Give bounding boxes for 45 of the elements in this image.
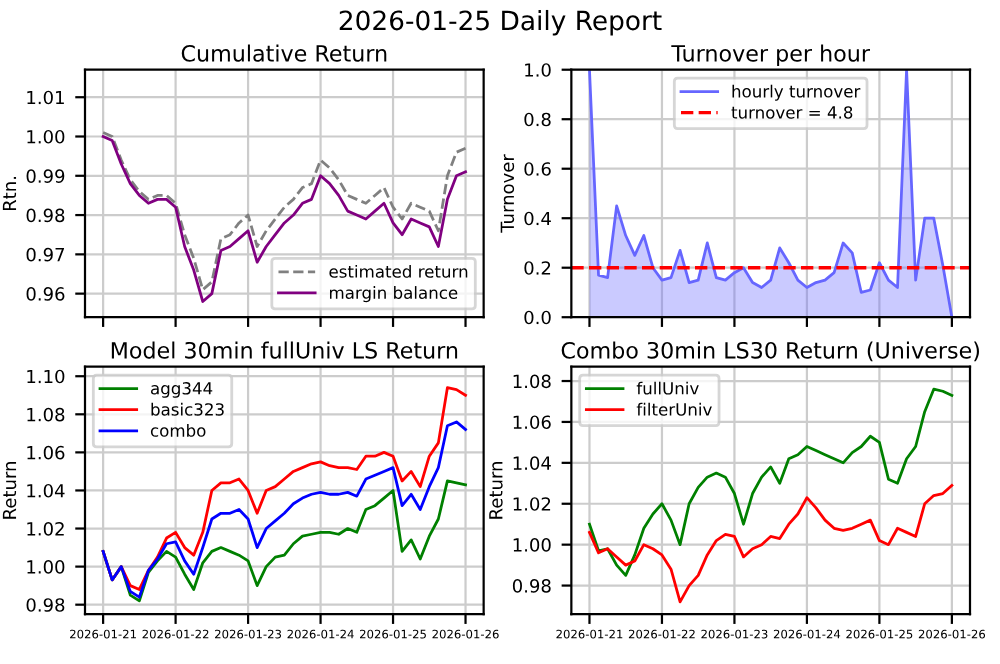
legend-label: combo <box>150 423 206 437</box>
y-tick-label: 0.97 <box>26 247 65 262</box>
y-tick-label: 1.04 <box>513 456 551 470</box>
y-tick-label: 0.6 <box>524 162 551 176</box>
legend-label: filterUniv <box>636 402 712 416</box>
chart-title: Model 30min fullUniv LS Return <box>111 341 458 359</box>
chart-title: Cumulative Return <box>181 44 387 62</box>
y-axis-title: Return <box>2 462 17 519</box>
chart-title: Combo 30min LS30 Return (Universe) <box>561 341 979 362</box>
y-tick-label: 0.4 <box>524 211 551 226</box>
y-tick-label: 0.8 <box>524 112 551 127</box>
chart-title: Turnover per hour <box>671 44 870 67</box>
legend-label: margin balance <box>329 286 458 303</box>
y-tick-label: 0.0 <box>524 310 551 325</box>
y-tick-label: 1.0 <box>525 63 551 77</box>
legend-label: basic323 <box>151 402 224 416</box>
y-tick-label: 1.00 <box>27 560 65 574</box>
y-tick-label: 1.02 <box>513 497 551 511</box>
y-tick-label: 1.00 <box>513 538 551 552</box>
y-axis-title: Rtn. <box>2 177 17 211</box>
y-tick-label: 0.98 <box>512 579 551 593</box>
y-tick-label: 1.06 <box>27 445 65 460</box>
y-tick-label: 1.10 <box>27 369 65 384</box>
y-tick-label: 1.00 <box>27 129 65 144</box>
y-tick-label: 0.2 <box>524 261 551 275</box>
y-tick-label: 1.04 <box>27 483 65 498</box>
legend-label: hourly turnover <box>732 84 861 101</box>
y-tick-label: 1.08 <box>513 374 551 389</box>
annotation: turnover = 4.8 <box>731 106 853 119</box>
text: 2026-01-25 Daily Report <box>339 9 662 36</box>
y-tick-label: 1.08 <box>27 407 65 422</box>
y-tick-label: 1.01 <box>27 90 64 105</box>
line-series <box>101 420 467 599</box>
y-axis-title: Turnover <box>500 154 515 233</box>
y-tick-label: 1.06 <box>513 415 551 430</box>
y-tick-label: 0.98 <box>26 598 65 612</box>
y-tick-label: 1.02 <box>27 521 64 536</box>
legend-label: fullUniv <box>636 381 699 395</box>
y-tick-label: 0.99 <box>26 169 65 183</box>
legend-label: agg344 <box>151 382 213 398</box>
y-tick-label: 0.98 <box>26 208 65 223</box>
y-tick-label: 0.96 <box>26 287 65 301</box>
line-series <box>588 483 954 604</box>
y-axis-title: Return <box>489 462 503 519</box>
legend-label: estimated return <box>329 264 468 278</box>
